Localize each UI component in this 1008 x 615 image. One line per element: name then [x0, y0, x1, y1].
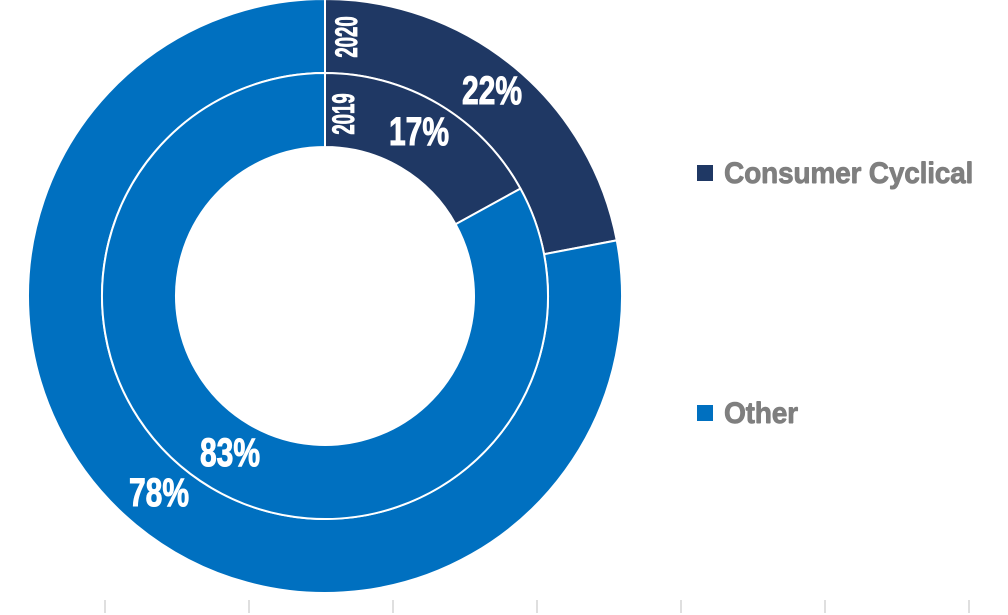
- svg-text:2019: 2019: [327, 93, 361, 134]
- svg-text:17%: 17%: [389, 110, 449, 154]
- svg-text:2020: 2020: [330, 16, 364, 57]
- svg-text:22%: 22%: [462, 69, 522, 113]
- svg-text:83%: 83%: [200, 431, 260, 475]
- svg-text:78%: 78%: [129, 471, 189, 515]
